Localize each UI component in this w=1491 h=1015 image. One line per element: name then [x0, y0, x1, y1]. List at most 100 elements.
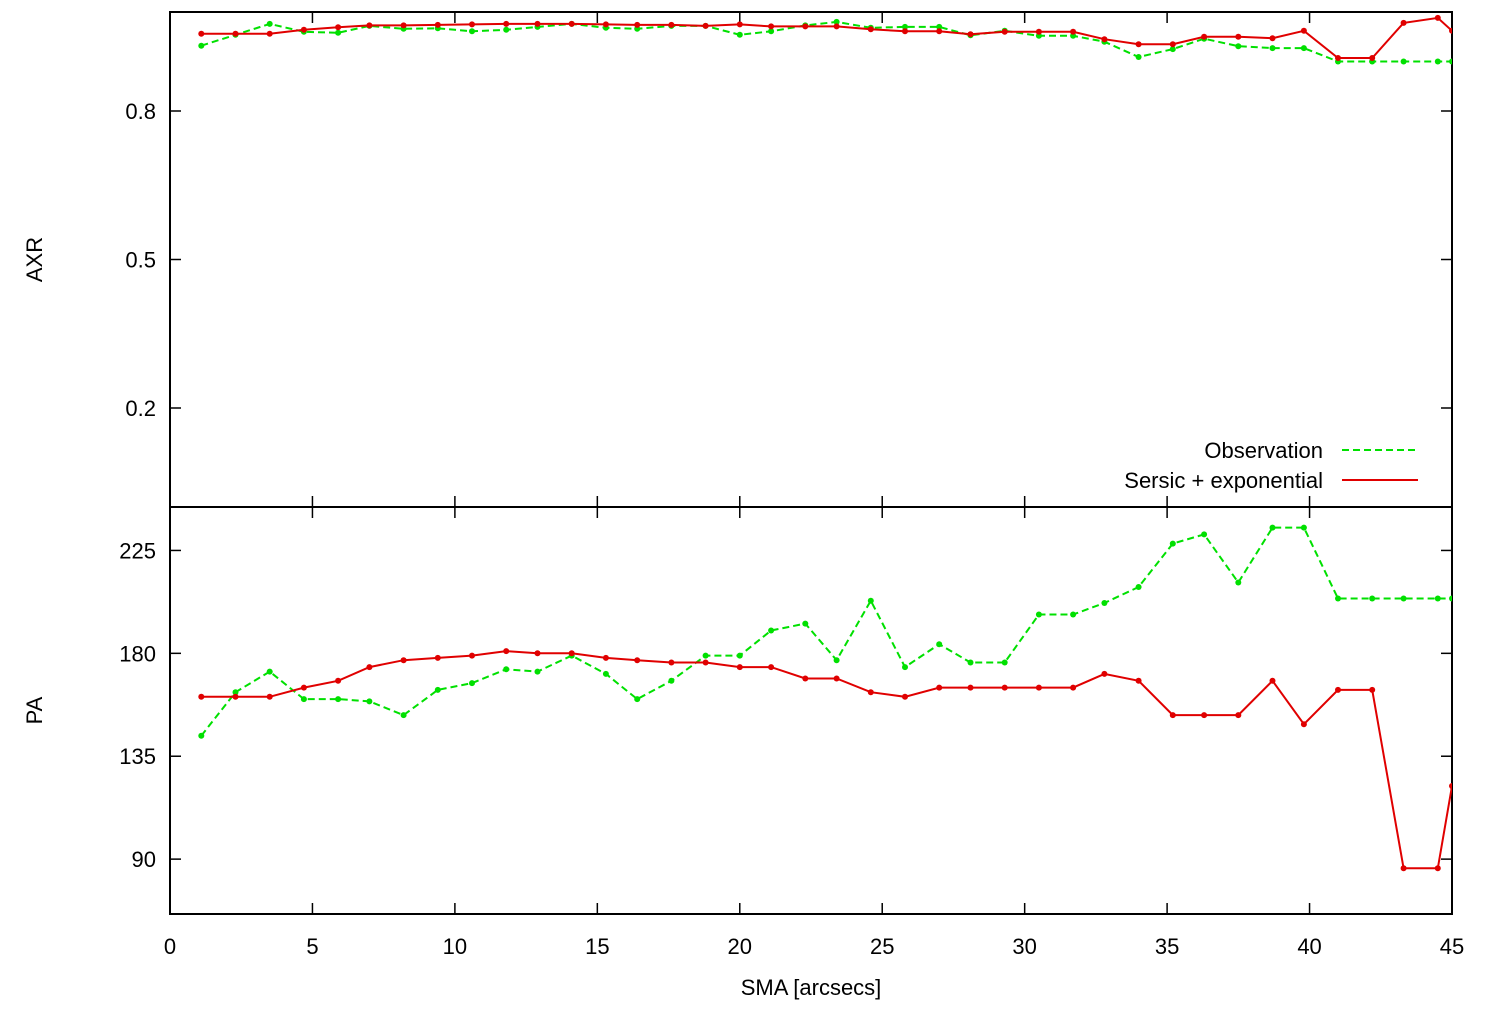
pa-point: [736, 664, 743, 671]
axr-point: [300, 26, 307, 33]
pa-line-observation: [200, 526, 1452, 737]
pa-point: [469, 680, 475, 687]
pa-point: [1035, 611, 1042, 618]
axr-point: [1269, 35, 1276, 42]
axr-point: [534, 20, 541, 27]
xtick-label: 40: [1297, 934, 1321, 959]
axr-point: [1434, 14, 1441, 21]
pa-point: [936, 641, 943, 648]
axr-point: [833, 23, 840, 30]
pa-point: [634, 657, 641, 664]
pa-point: [400, 657, 407, 664]
axr-point: [266, 20, 273, 27]
xtick-label: 35: [1155, 934, 1179, 959]
pa-point: [1235, 579, 1242, 586]
axr-point: [503, 26, 510, 33]
axr-point: [1449, 27, 1452, 34]
axr-ytick-label: 0.2: [125, 396, 156, 421]
legend-label-model: Sersic + exponential: [1124, 468, 1323, 493]
pa-point: [232, 689, 239, 696]
axr-point: [232, 30, 239, 37]
pa-point: [1035, 684, 1042, 691]
axr-point: [1449, 58, 1452, 65]
pa-point: [400, 712, 407, 719]
pa-point: [534, 650, 541, 657]
pa-ytick-label: 135: [119, 744, 156, 769]
pa-point: [802, 620, 809, 627]
pa-point: [366, 664, 373, 671]
pa-point: [1269, 677, 1276, 684]
axr-point: [1001, 28, 1008, 35]
axr-point: [902, 28, 908, 35]
axr-point: [702, 22, 709, 29]
legend-label-observation: Observation: [1204, 438, 1323, 463]
axr-plot-frame: [169, 11, 1453, 508]
xtick-label: 15: [585, 934, 609, 959]
pa-point: [1449, 595, 1452, 602]
pa-point: [198, 732, 205, 739]
axr-ytick-label: 0.5: [125, 248, 156, 273]
pa-point: [300, 684, 307, 691]
axr-point: [1400, 19, 1407, 26]
axr-point: [936, 23, 943, 30]
pa-point: [1269, 524, 1276, 531]
pa-point: [1201, 712, 1208, 719]
axr-point: [1135, 41, 1142, 48]
axr-point: [1235, 43, 1242, 50]
pa-point: [802, 675, 809, 682]
pa-point: [936, 684, 943, 691]
axr-point: [503, 20, 510, 27]
xtick-label: 25: [870, 934, 894, 959]
xtick-label: 45: [1440, 934, 1464, 959]
pa-point: [1369, 595, 1376, 602]
pa-point: [602, 654, 609, 661]
axr-point: [1300, 27, 1307, 34]
xtick-label: 5: [306, 934, 318, 959]
axr-point: [967, 31, 974, 38]
pa-point: [833, 675, 840, 682]
pa-point: [232, 693, 239, 700]
axr-point: [1335, 55, 1341, 61]
axr-ytick-label: 0.8: [125, 99, 156, 124]
axr-point: [1235, 33, 1242, 40]
xtick-label: 0: [164, 934, 176, 959]
pa-point: [1335, 595, 1341, 602]
pa-point: [867, 689, 874, 696]
pa-point: [335, 696, 342, 703]
pa-point: [1101, 600, 1108, 606]
pa-point: [1201, 531, 1208, 538]
pa-point: [768, 664, 775, 671]
pa-point: [434, 686, 441, 693]
pa-point: [1400, 595, 1407, 602]
pa-series-observation: [198, 524, 1452, 739]
axr-panel: 0.2 0.5 0.8 AXR: [22, 11, 1453, 508]
pa-point: [198, 693, 205, 700]
pa-point: [1449, 783, 1452, 789]
xtick-label: 20: [728, 934, 752, 959]
axr-point: [634, 21, 641, 28]
axr-point: [1369, 55, 1376, 61]
axr-point: [1400, 58, 1407, 65]
pa-point: [902, 693, 908, 700]
pa-point: [1434, 865, 1441, 872]
pa-point: [902, 664, 908, 671]
pa-point: [434, 654, 441, 661]
axr-point: [198, 30, 205, 37]
axr-point: [602, 21, 609, 28]
pa-line-model: [201, 650, 1452, 870]
pa-point: [602, 670, 609, 677]
pa-ytick-label: 225: [119, 538, 156, 563]
axr-point: [867, 26, 874, 33]
pa-point: [867, 597, 874, 604]
axr-point: [1300, 45, 1307, 52]
pa-point: [266, 668, 273, 675]
x-axis: 0 5 10 15 20 25 30 35 40 45 SMA [arcsecs]: [164, 934, 1464, 1000]
axr-point: [568, 20, 575, 27]
axr-series-model: [198, 14, 1452, 61]
pa-point: [702, 659, 709, 666]
pa-point: [833, 657, 840, 664]
axr-point: [1035, 28, 1042, 35]
pa-point: [1300, 721, 1307, 728]
axr-point: [266, 30, 273, 37]
pa-ytick-label: 180: [119, 641, 156, 666]
